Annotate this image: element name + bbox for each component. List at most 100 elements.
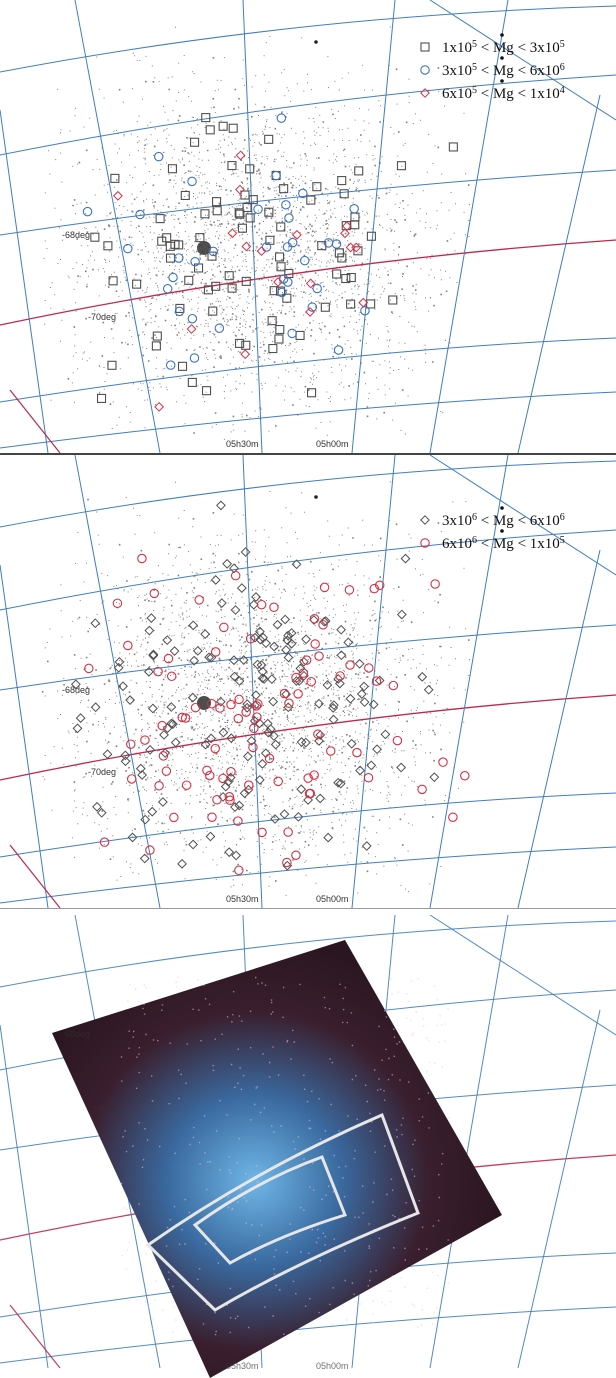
data-point-circle xyxy=(161,766,172,776)
data-point-circle xyxy=(313,729,323,739)
data-point-circle xyxy=(460,771,470,781)
dec-gridline xyxy=(0,74,616,156)
data-point-diamond xyxy=(162,635,173,646)
data-point-circle xyxy=(331,239,342,249)
dot-accent xyxy=(500,506,504,510)
data-point-circle xyxy=(352,747,362,758)
data-point-diamond xyxy=(333,777,344,788)
dec-gridline xyxy=(0,337,616,403)
data-point-diamond xyxy=(236,583,247,593)
data-point-diamond xyxy=(336,624,347,635)
data-point-diamond xyxy=(283,652,294,663)
data-point-diamond xyxy=(224,847,235,858)
data-point-diamond xyxy=(314,735,324,746)
data-point-square xyxy=(276,222,286,232)
data-point-diamond xyxy=(361,841,372,851)
data-point-diamond xyxy=(315,793,326,804)
data-point-diamond xyxy=(187,692,198,703)
galactic-line xyxy=(0,239,616,326)
data-point-diamond xyxy=(333,674,344,684)
data-point-diamond xyxy=(255,634,266,645)
data-point-square xyxy=(282,293,292,303)
data-point-diamond xyxy=(262,718,273,729)
data-point-square xyxy=(184,275,194,285)
data-point-circle xyxy=(215,703,225,713)
data-point-diamond xyxy=(282,860,293,871)
data-point-diamond xyxy=(166,718,177,729)
data-point-diamond xyxy=(148,649,159,660)
data-point-diamond xyxy=(92,801,102,812)
data-point-square xyxy=(190,137,200,147)
data-point-diamond xyxy=(147,703,158,714)
data-point-diamond xyxy=(254,718,265,729)
data-point-diamond xyxy=(356,689,367,699)
data-point-diamond xyxy=(322,680,333,690)
data-point-diamond xyxy=(345,693,356,704)
legend-label: 3x105 < Mg < 6x106 xyxy=(442,62,565,80)
image-panel: -68deg -70deg 05h30m 05h00m xyxy=(0,915,616,1378)
data-point-diamond xyxy=(246,735,257,746)
data-point-square xyxy=(187,377,197,387)
data-point-circle xyxy=(448,812,458,822)
data-point-diamond xyxy=(242,702,253,713)
data-point-square xyxy=(275,325,285,335)
data-point-diamond xyxy=(257,673,268,684)
dec-gridline xyxy=(0,792,616,858)
data-point-square xyxy=(267,316,277,326)
data-point-square xyxy=(170,239,180,249)
data-point-circle xyxy=(298,188,308,199)
data-point-circle xyxy=(234,865,244,876)
data-point-diamond xyxy=(299,670,309,681)
data-point-diamond xyxy=(113,662,124,673)
data-point-square xyxy=(240,190,250,200)
series-diamond xyxy=(70,500,440,871)
data-point-circle xyxy=(305,788,316,799)
data-point-circle xyxy=(123,243,133,254)
data-point-diamond xyxy=(429,772,440,783)
dot-accent xyxy=(500,33,504,37)
dec-label: -68deg xyxy=(62,685,90,695)
data-point-circle xyxy=(248,742,258,753)
data-point-square xyxy=(108,276,118,286)
data-point-circle xyxy=(234,694,244,705)
data-point-circle xyxy=(287,237,298,248)
data-point-diamond xyxy=(291,559,302,570)
ra-label: 05h30m xyxy=(226,1361,259,1371)
ra-gridline xyxy=(74,455,161,908)
data-point-diamond xyxy=(188,839,199,850)
data-point-diamond xyxy=(169,646,180,656)
ra-label: 05h00m xyxy=(316,439,349,449)
data-point-square xyxy=(201,113,211,123)
data-point-diamond xyxy=(166,702,177,712)
data-point-circle xyxy=(299,255,310,266)
ra-gridline xyxy=(429,455,509,908)
ra-label: 05h30m xyxy=(226,439,259,449)
data-point-circle xyxy=(225,795,235,805)
data-point-diamond xyxy=(222,558,233,569)
dec-gridline xyxy=(0,460,616,528)
series-circle xyxy=(84,553,470,876)
scatter-plot-1: -68deg -70deg 05h30m 05h00m 1x105 < Mg < 3x1… xyxy=(0,0,616,453)
data-point-circle xyxy=(243,780,254,790)
data-point-square xyxy=(235,209,245,219)
data-point-circle xyxy=(219,622,229,633)
panel-divider xyxy=(0,908,616,909)
data-point-circle xyxy=(245,633,256,644)
dec-gridline xyxy=(0,1306,616,1364)
data-point-diamond xyxy=(226,733,237,744)
data-point-circle xyxy=(135,209,145,220)
data-point-square xyxy=(235,338,245,348)
data-point-diamond xyxy=(96,807,107,818)
data-point-circle xyxy=(99,837,110,847)
data-point-diamond xyxy=(281,645,291,655)
data-point-diamond xyxy=(303,795,314,805)
data-point-diamond xyxy=(140,814,151,825)
data-point-circle xyxy=(301,655,312,665)
legend-entry: 3x106 < Mg < 6x106 xyxy=(420,506,565,529)
data-point-circle xyxy=(325,746,336,756)
data-point-diamond xyxy=(159,729,169,740)
ra-gridline xyxy=(517,1009,601,1369)
data-point-diamond xyxy=(186,324,197,334)
data-point-square xyxy=(227,283,237,293)
data-point-circle xyxy=(276,113,287,123)
